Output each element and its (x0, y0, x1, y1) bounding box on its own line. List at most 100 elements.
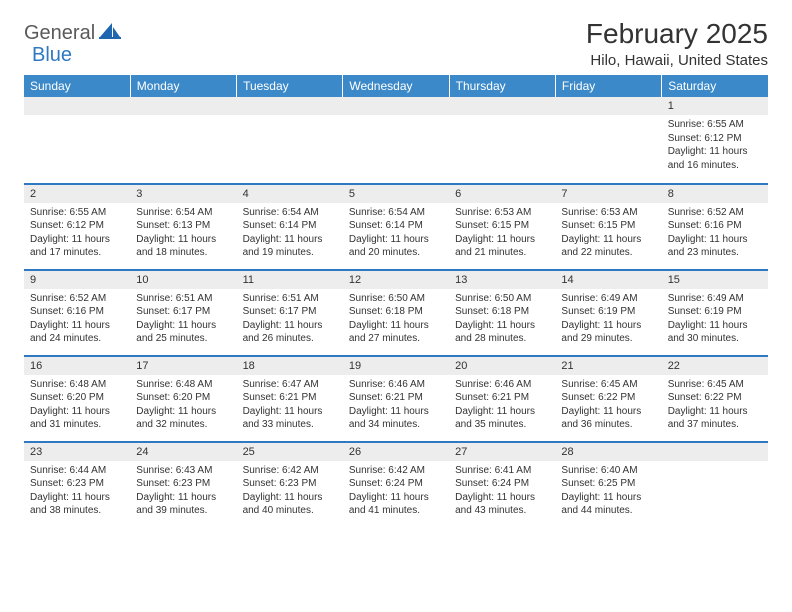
calendar-day-cell: 1Sunrise: 6:55 AMSunset: 6:12 PMDaylight… (662, 97, 768, 183)
day-header: Friday (555, 75, 661, 97)
day-details: Sunrise: 6:40 AMSunset: 6:25 PMDaylight:… (555, 461, 661, 522)
day-details: Sunrise: 6:47 AMSunset: 6:21 PMDaylight:… (237, 375, 343, 436)
day-number: 6 (449, 184, 555, 203)
day-details: Sunrise: 6:50 AMSunset: 6:18 PMDaylight:… (343, 289, 449, 350)
page-header: General February 2025 Hilo, Hawaii, Unit… (24, 18, 768, 69)
day-number-empty (662, 442, 768, 461)
day-details: Sunrise: 6:49 AMSunset: 6:19 PMDaylight:… (662, 289, 768, 350)
day-details: Sunrise: 6:52 AMSunset: 6:16 PMDaylight:… (24, 289, 130, 350)
day-details: Sunrise: 6:46 AMSunset: 6:21 PMDaylight:… (343, 375, 449, 436)
calendar-day-cell: 4Sunrise: 6:54 AMSunset: 6:14 PMDaylight… (237, 183, 343, 269)
calendar-day-cell: 10Sunrise: 6:51 AMSunset: 6:17 PMDayligh… (130, 269, 236, 355)
day-details: Sunrise: 6:48 AMSunset: 6:20 PMDaylight:… (130, 375, 236, 436)
calendar-week-row: 16Sunrise: 6:48 AMSunset: 6:20 PMDayligh… (24, 355, 768, 441)
day-details: Sunrise: 6:50 AMSunset: 6:18 PMDaylight:… (449, 289, 555, 350)
calendar-day-cell: 12Sunrise: 6:50 AMSunset: 6:18 PMDayligh… (343, 269, 449, 355)
calendar-day-cell: 11Sunrise: 6:51 AMSunset: 6:17 PMDayligh… (237, 269, 343, 355)
logo-sail-icon (99, 22, 121, 45)
day-number: 4 (237, 184, 343, 203)
day-number-empty (24, 97, 130, 115)
day-details: Sunrise: 6:42 AMSunset: 6:23 PMDaylight:… (237, 461, 343, 522)
day-header: Thursday (449, 75, 555, 97)
calendar-empty-cell (343, 97, 449, 183)
day-details: Sunrise: 6:48 AMSunset: 6:20 PMDaylight:… (24, 375, 130, 436)
day-header-row: Sunday Monday Tuesday Wednesday Thursday… (24, 75, 768, 97)
day-header: Tuesday (237, 75, 343, 97)
calendar-empty-cell (237, 97, 343, 183)
calendar-day-cell: 22Sunrise: 6:45 AMSunset: 6:22 PMDayligh… (662, 355, 768, 441)
calendar-empty-cell (130, 97, 236, 183)
day-number: 21 (555, 356, 661, 375)
calendar-day-cell: 6Sunrise: 6:53 AMSunset: 6:15 PMDaylight… (449, 183, 555, 269)
calendar-week-row: 23Sunrise: 6:44 AMSunset: 6:23 PMDayligh… (24, 441, 768, 527)
day-number: 17 (130, 356, 236, 375)
day-details: Sunrise: 6:41 AMSunset: 6:24 PMDaylight:… (449, 461, 555, 522)
day-details: Sunrise: 6:54 AMSunset: 6:13 PMDaylight:… (130, 203, 236, 264)
day-number: 23 (24, 442, 130, 461)
day-number-empty (130, 97, 236, 115)
calendar-day-cell: 28Sunrise: 6:40 AMSunset: 6:25 PMDayligh… (555, 441, 661, 527)
month-title: February 2025 (586, 18, 768, 50)
calendar-page: General February 2025 Hilo, Hawaii, Unit… (0, 0, 792, 545)
calendar-week-row: 9Sunrise: 6:52 AMSunset: 6:16 PMDaylight… (24, 269, 768, 355)
calendar-empty-cell (555, 97, 661, 183)
day-details: Sunrise: 6:42 AMSunset: 6:24 PMDaylight:… (343, 461, 449, 522)
calendar-day-cell: 20Sunrise: 6:46 AMSunset: 6:21 PMDayligh… (449, 355, 555, 441)
day-number: 25 (237, 442, 343, 461)
calendar-day-cell: 7Sunrise: 6:53 AMSunset: 6:15 PMDaylight… (555, 183, 661, 269)
calendar-day-cell: 9Sunrise: 6:52 AMSunset: 6:16 PMDaylight… (24, 269, 130, 355)
day-details: Sunrise: 6:43 AMSunset: 6:23 PMDaylight:… (130, 461, 236, 522)
title-block: February 2025 Hilo, Hawaii, United State… (586, 18, 768, 69)
day-number: 3 (130, 184, 236, 203)
day-details: Sunrise: 6:54 AMSunset: 6:14 PMDaylight:… (237, 203, 343, 264)
day-number: 18 (237, 356, 343, 375)
day-details: Sunrise: 6:46 AMSunset: 6:21 PMDaylight:… (449, 375, 555, 436)
calendar-day-cell: 19Sunrise: 6:46 AMSunset: 6:21 PMDayligh… (343, 355, 449, 441)
calendar-day-cell: 18Sunrise: 6:47 AMSunset: 6:21 PMDayligh… (237, 355, 343, 441)
day-number: 10 (130, 270, 236, 289)
calendar-day-cell: 14Sunrise: 6:49 AMSunset: 6:19 PMDayligh… (555, 269, 661, 355)
calendar-day-cell: 3Sunrise: 6:54 AMSunset: 6:13 PMDaylight… (130, 183, 236, 269)
day-number: 12 (343, 270, 449, 289)
day-details: Sunrise: 6:55 AMSunset: 6:12 PMDaylight:… (24, 203, 130, 264)
calendar-day-cell: 17Sunrise: 6:48 AMSunset: 6:20 PMDayligh… (130, 355, 236, 441)
day-number-empty (343, 97, 449, 115)
day-number: 13 (449, 270, 555, 289)
day-number: 14 (555, 270, 661, 289)
calendar-table: Sunday Monday Tuesday Wednesday Thursday… (24, 75, 768, 527)
logo-text-blue: Blue (32, 44, 72, 66)
calendar-day-cell: 8Sunrise: 6:52 AMSunset: 6:16 PMDaylight… (662, 183, 768, 269)
day-number: 5 (343, 184, 449, 203)
day-number: 11 (237, 270, 343, 289)
day-number: 20 (449, 356, 555, 375)
day-number: 2 (24, 184, 130, 203)
day-details: Sunrise: 6:55 AMSunset: 6:12 PMDaylight:… (662, 115, 768, 176)
calendar-day-cell: 27Sunrise: 6:41 AMSunset: 6:24 PMDayligh… (449, 441, 555, 527)
day-number: 15 (662, 270, 768, 289)
day-details: Sunrise: 6:44 AMSunset: 6:23 PMDaylight:… (24, 461, 130, 522)
day-header: Monday (130, 75, 236, 97)
calendar-day-cell: 15Sunrise: 6:49 AMSunset: 6:19 PMDayligh… (662, 269, 768, 355)
day-details: Sunrise: 6:52 AMSunset: 6:16 PMDaylight:… (662, 203, 768, 264)
calendar-day-cell: 13Sunrise: 6:50 AMSunset: 6:18 PMDayligh… (449, 269, 555, 355)
calendar-day-cell: 26Sunrise: 6:42 AMSunset: 6:24 PMDayligh… (343, 441, 449, 527)
day-number: 28 (555, 442, 661, 461)
day-number-empty (555, 97, 661, 115)
day-number: 16 (24, 356, 130, 375)
logo: General (24, 18, 123, 45)
calendar-week-row: 2Sunrise: 6:55 AMSunset: 6:12 PMDaylight… (24, 183, 768, 269)
day-number-empty (237, 97, 343, 115)
calendar-day-cell: 2Sunrise: 6:55 AMSunset: 6:12 PMDaylight… (24, 183, 130, 269)
day-details: Sunrise: 6:51 AMSunset: 6:17 PMDaylight:… (130, 289, 236, 350)
logo-text-general: General (24, 22, 95, 45)
day-header: Saturday (662, 75, 768, 97)
day-details: Sunrise: 6:45 AMSunset: 6:22 PMDaylight:… (662, 375, 768, 436)
day-details: Sunrise: 6:49 AMSunset: 6:19 PMDaylight:… (555, 289, 661, 350)
day-number: 1 (662, 97, 768, 115)
day-details: Sunrise: 6:53 AMSunset: 6:15 PMDaylight:… (555, 203, 661, 264)
calendar-day-cell: 5Sunrise: 6:54 AMSunset: 6:14 PMDaylight… (343, 183, 449, 269)
day-number-empty (449, 97, 555, 115)
day-header: Sunday (24, 75, 130, 97)
day-details: Sunrise: 6:51 AMSunset: 6:17 PMDaylight:… (237, 289, 343, 350)
calendar-day-cell: 24Sunrise: 6:43 AMSunset: 6:23 PMDayligh… (130, 441, 236, 527)
